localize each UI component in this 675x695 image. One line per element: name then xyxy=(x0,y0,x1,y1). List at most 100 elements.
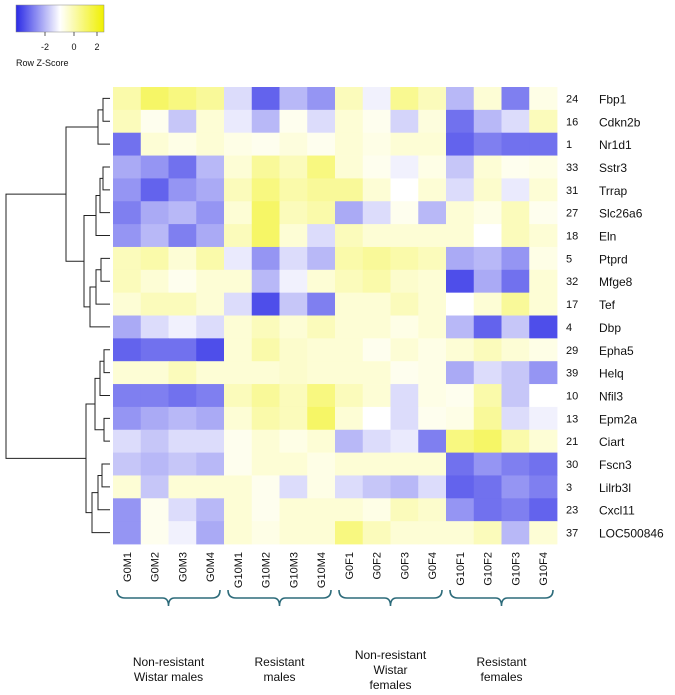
heatmap-cell xyxy=(418,498,447,522)
heatmap-cell xyxy=(224,475,253,499)
row-id-label: 13 xyxy=(566,413,578,425)
heatmap-cell xyxy=(418,246,447,271)
heatmap-cell xyxy=(251,155,280,179)
dendrogram-branch xyxy=(99,360,110,396)
heatmap-cell xyxy=(335,292,364,316)
heatmap-cell xyxy=(196,338,225,362)
heatmap-cell xyxy=(473,246,502,271)
heatmap-cell xyxy=(307,109,336,134)
heatmap-cell xyxy=(279,87,308,111)
heatmap-cell xyxy=(307,338,336,362)
heatmap-cell xyxy=(224,452,253,476)
heatmap-cell xyxy=(113,201,142,225)
heatmap-cell xyxy=(224,269,253,294)
heatmap-cell xyxy=(224,87,253,111)
column-labels: G0M1 G0M2 G0M3 G0M4 G10M1 G10M2 G10M3 G10M4 G0F1… xyxy=(122,552,550,588)
heatmap-cell xyxy=(279,201,308,225)
heatmap-cell xyxy=(529,246,558,271)
heatmap-cell xyxy=(335,452,364,476)
heatmap-cell xyxy=(390,315,419,339)
heatmap-cell xyxy=(279,498,308,522)
heatmap-cell xyxy=(168,521,197,545)
row-id-label: 31 xyxy=(566,185,578,197)
row-gene-label: Nfil3 xyxy=(599,389,623,403)
heatmap-cell xyxy=(362,361,391,385)
heatmap-cell xyxy=(251,429,280,453)
heatmap-cell xyxy=(473,178,502,202)
heatmap-cell xyxy=(307,201,336,225)
heatmap-cell xyxy=(362,475,391,499)
heatmap-cell xyxy=(473,498,502,522)
row-id-label: 23 xyxy=(566,505,578,517)
heatmap-cell xyxy=(307,521,336,545)
row-gene-label: Ptprd xyxy=(599,252,628,266)
heatmap-cell xyxy=(529,315,558,339)
heatmap-cell xyxy=(307,132,336,156)
heatmap-cell xyxy=(418,475,447,499)
row-id-label: 24 xyxy=(566,93,578,105)
color-key-legend: Row Z-Score -2 0 2 xyxy=(15,4,105,68)
heatmap-cell xyxy=(279,178,308,202)
heatmap-cell xyxy=(362,155,391,179)
row-id-label: 18 xyxy=(566,231,578,243)
heatmap-cell xyxy=(362,292,391,316)
dendrogram-branch xyxy=(100,257,110,282)
heatmap-cell xyxy=(168,269,197,294)
heatmap-cell xyxy=(113,87,142,111)
dendrogram-branch xyxy=(85,403,95,514)
heatmap-cell xyxy=(501,246,530,271)
heatmap-cell xyxy=(196,132,225,156)
heatmap-cell xyxy=(307,315,336,339)
heatmap-cell xyxy=(501,384,530,408)
heatmap-cell xyxy=(529,201,558,225)
heatmap-cells xyxy=(113,87,558,545)
heatmap-cell xyxy=(196,361,225,385)
dendrogram-branch xyxy=(97,474,110,511)
row-gene-label: Lilrb3l xyxy=(599,481,631,495)
heatmap-cell xyxy=(529,178,558,202)
heatmap-cell xyxy=(473,452,502,476)
row-id-label: 1 xyxy=(566,139,572,151)
heatmap-cell xyxy=(140,429,169,453)
heatmap-cell xyxy=(307,292,336,316)
row-id-label: 21 xyxy=(566,436,578,448)
heatmap-cell xyxy=(501,521,530,545)
heatmap-cell xyxy=(196,452,225,476)
row-gene-label: Dbp xyxy=(599,321,621,335)
heatmap-cell xyxy=(390,269,419,294)
heatmap-cell xyxy=(224,132,253,156)
row-id-label: 33 xyxy=(566,162,578,174)
heatmap-cell xyxy=(335,361,364,385)
heatmap-cell xyxy=(113,498,142,522)
heatmap-cell xyxy=(224,498,253,522)
heatmap-cell xyxy=(473,109,502,134)
heatmap-cell xyxy=(168,292,197,316)
heatmap-cell xyxy=(140,201,169,225)
heatmap-cell xyxy=(335,132,364,156)
heatmap-cell xyxy=(251,315,280,339)
heatmap-cell xyxy=(140,292,169,316)
row-dendrogram xyxy=(5,97,110,534)
column-label: G0F4 xyxy=(427,552,439,580)
heatmap-cell xyxy=(140,521,169,545)
heatmap-cell xyxy=(446,406,475,431)
heatmap-cell xyxy=(251,406,280,431)
heatmap-cell xyxy=(362,87,391,111)
heatmap-cell xyxy=(390,246,419,271)
heatmap-cell xyxy=(224,201,253,225)
heatmap-cell xyxy=(418,178,447,202)
heatmap-cell xyxy=(140,178,169,202)
heatmap-cell xyxy=(335,201,364,225)
heatmap-cell xyxy=(196,406,225,431)
heatmap-cell xyxy=(473,315,502,339)
heatmap-cell xyxy=(446,109,475,134)
heatmap-cell xyxy=(168,246,197,271)
heatmap-cell xyxy=(251,452,280,476)
heatmap-cell xyxy=(113,224,142,248)
heatmap-cell xyxy=(279,475,308,499)
heatmap-cell xyxy=(140,475,169,499)
heatmap-cell xyxy=(529,429,558,453)
heatmap-cell xyxy=(196,384,225,408)
heatmap-cell xyxy=(140,224,169,248)
heatmap-cell xyxy=(390,384,419,408)
